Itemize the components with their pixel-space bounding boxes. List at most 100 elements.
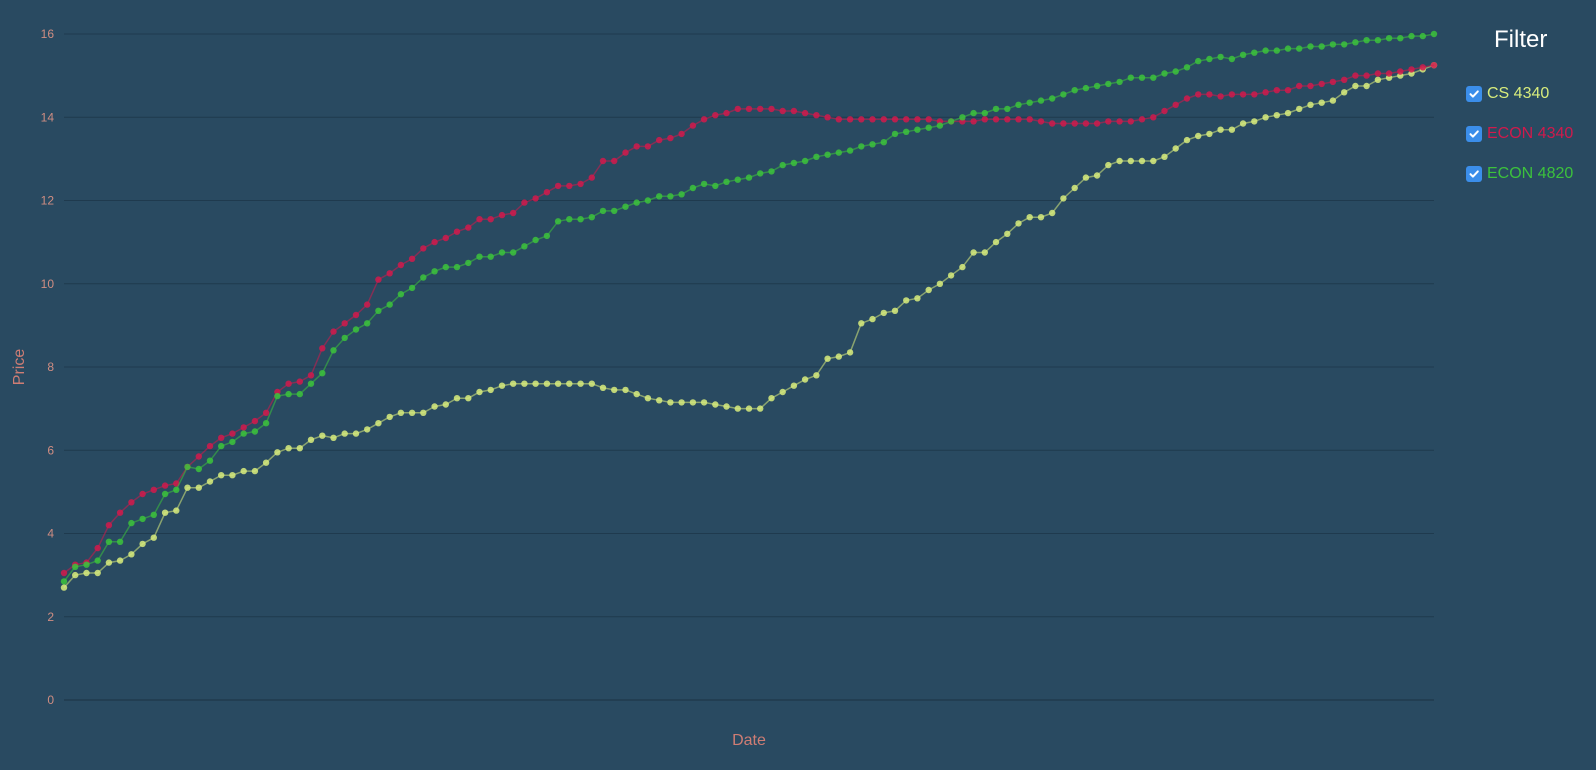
- data-point[interactable]: [611, 207, 618, 215]
- data-point[interactable]: [1026, 214, 1033, 221]
- data-point[interactable]: [723, 178, 730, 185]
- data-point[interactable]: [644, 143, 652, 150]
- data-point[interactable]: [139, 490, 146, 498]
- data-point[interactable]: [622, 203, 629, 210]
- data-point[interactable]: [1105, 80, 1112, 88]
- data-point[interactable]: [554, 182, 562, 190]
- data-point[interactable]: [532, 236, 539, 244]
- data-point[interactable]: [712, 182, 719, 190]
- data-point[interactable]: [397, 261, 405, 269]
- data-point[interactable]: [891, 116, 899, 123]
- data-point[interactable]: [116, 509, 124, 516]
- data-point[interactable]: [1262, 47, 1269, 54]
- data-point[interactable]: [1172, 101, 1179, 109]
- data-point[interactable]: [835, 353, 842, 360]
- data-point[interactable]: [1037, 97, 1045, 104]
- data-point[interactable]: [689, 184, 697, 192]
- data-point[interactable]: [959, 114, 966, 121]
- data-point[interactable]: [420, 409, 427, 416]
- data-point[interactable]: [465, 395, 472, 402]
- data-point[interactable]: [386, 301, 393, 308]
- data-point[interactable]: [1150, 157, 1157, 165]
- data-point[interactable]: [801, 157, 809, 165]
- data-point[interactable]: [510, 380, 517, 387]
- data-point[interactable]: [1228, 91, 1236, 98]
- data-point[interactable]: [1049, 209, 1056, 217]
- data-point[interactable]: [790, 382, 798, 389]
- data-point[interactable]: [1060, 91, 1067, 98]
- data-point[interactable]: [296, 378, 303, 385]
- data-point[interactable]: [476, 216, 483, 223]
- data-point[interactable]: [880, 309, 887, 317]
- data-point[interactable]: [1195, 91, 1202, 98]
- data-point[interactable]: [128, 499, 135, 506]
- data-point[interactable]: [465, 259, 472, 267]
- data-point[interactable]: [566, 380, 573, 387]
- data-point[interactable]: [1228, 55, 1236, 63]
- data-point[interactable]: [947, 272, 955, 279]
- data-point[interactable]: [1430, 30, 1438, 38]
- data-point[interactable]: [453, 228, 461, 235]
- data-point[interactable]: [925, 286, 932, 294]
- data-point[interactable]: [498, 249, 506, 256]
- data-point[interactable]: [1049, 95, 1056, 102]
- data-point[interactable]: [1284, 109, 1292, 117]
- data-point[interactable]: [1150, 74, 1157, 81]
- data-point[interactable]: [712, 112, 719, 119]
- data-point[interactable]: [352, 311, 360, 319]
- data-point[interactable]: [611, 386, 618, 394]
- data-point[interactable]: [1183, 95, 1191, 102]
- data-point[interactable]: [903, 128, 910, 135]
- data-point[interactable]: [431, 403, 438, 410]
- data-point[interactable]: [1015, 116, 1022, 123]
- data-point[interactable]: [364, 426, 371, 433]
- data-point[interactable]: [1127, 157, 1135, 165]
- data-point[interactable]: [1352, 72, 1359, 79]
- data-point[interactable]: [1105, 161, 1112, 169]
- data-point[interactable]: [1082, 84, 1090, 92]
- data-point[interactable]: [1183, 136, 1191, 144]
- data-point[interactable]: [510, 209, 517, 217]
- data-point[interactable]: [599, 157, 607, 165]
- data-point[interactable]: [745, 174, 753, 181]
- data-point[interactable]: [319, 432, 326, 439]
- data-point[interactable]: [307, 436, 315, 443]
- data-point[interactable]: [251, 467, 259, 475]
- data-point[interactable]: [60, 578, 68, 585]
- data-point[interactable]: [936, 280, 944, 287]
- data-point[interactable]: [150, 511, 157, 518]
- data-point[interactable]: [1251, 49, 1258, 56]
- data-point[interactable]: [476, 388, 483, 396]
- data-point[interactable]: [1060, 195, 1067, 202]
- data-point[interactable]: [296, 390, 303, 398]
- data-point[interactable]: [678, 399, 685, 406]
- data-point[interactable]: [262, 459, 270, 466]
- data-point[interactable]: [1341, 89, 1348, 96]
- data-point[interactable]: [161, 482, 169, 489]
- data-point[interactable]: [1284, 87, 1292, 94]
- data-point[interactable]: [1127, 118, 1135, 125]
- data-point[interactable]: [1329, 41, 1337, 48]
- data-point[interactable]: [262, 420, 270, 427]
- data-point[interactable]: [745, 405, 753, 412]
- filter-item-1[interactable]: ECON 4340: [1466, 114, 1594, 154]
- data-point[interactable]: [1049, 120, 1056, 127]
- data-point[interactable]: [914, 116, 921, 123]
- data-point[interactable]: [1172, 68, 1179, 75]
- data-point[interactable]: [1318, 43, 1325, 50]
- data-point[interactable]: [1105, 118, 1112, 125]
- data-point[interactable]: [1307, 101, 1314, 109]
- data-point[interactable]: [72, 563, 79, 570]
- data-point[interactable]: [611, 157, 618, 165]
- data-point[interactable]: [1217, 93, 1224, 100]
- data-point[interactable]: [218, 434, 225, 441]
- data-point[interactable]: [229, 438, 236, 446]
- data-point[interactable]: [94, 557, 101, 564]
- data-point[interactable]: [1329, 78, 1337, 86]
- data-point[interactable]: [431, 238, 438, 246]
- data-point[interactable]: [1329, 97, 1337, 104]
- data-point[interactable]: [925, 116, 932, 123]
- data-point[interactable]: [577, 180, 584, 188]
- data-point[interactable]: [925, 124, 932, 131]
- data-point[interactable]: [330, 347, 337, 354]
